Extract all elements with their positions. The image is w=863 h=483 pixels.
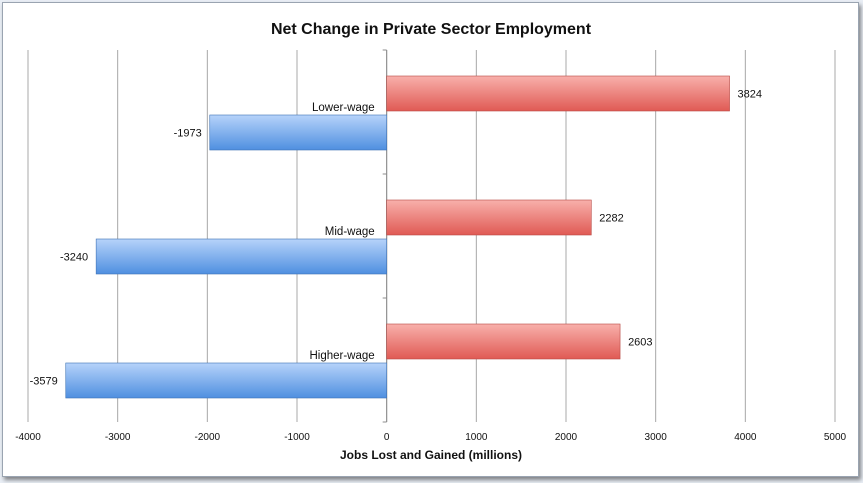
category-label: Higher-wage: [309, 350, 374, 362]
data-label-lost: -3579: [30, 376, 58, 388]
bar-lost[interactable]: [209, 114, 387, 151]
data-label-lost: -3240: [60, 252, 88, 264]
x-tick-label: -1000: [284, 432, 310, 443]
x-tick-label: 1000: [465, 432, 488, 443]
x-tick-label: -4000: [15, 432, 41, 443]
x-axis-title: Jobs Lost and Gained (millions): [340, 448, 522, 462]
bar-gained[interactable]: [386, 199, 592, 236]
data-label-gained: 2282: [599, 213, 623, 225]
x-tick-label: 0: [384, 432, 390, 443]
data-label-lost: -1973: [174, 128, 202, 140]
bar-gained[interactable]: [386, 75, 730, 112]
data-label-gained: 2603: [628, 337, 652, 349]
bar-gained[interactable]: [386, 323, 621, 360]
x-tick-label: 2000: [555, 432, 578, 443]
chart-title: Net Change in Private Sector Employment: [271, 21, 592, 38]
bar-lost[interactable]: [95, 238, 387, 275]
bar-lost[interactable]: [65, 362, 387, 399]
category-label: Mid-wage: [325, 226, 375, 238]
x-tick-label: 5000: [824, 432, 847, 443]
x-tick-label: 4000: [734, 432, 757, 443]
x-tick-label: 3000: [645, 432, 668, 443]
data-label-gained: 3824: [738, 89, 762, 101]
x-tick-label: -2000: [195, 432, 221, 443]
category-label: Lower-wage: [312, 102, 375, 114]
plot-area: -4000 -3000 -2000 -1000 0 1000 2000 3000 4000 500…: [15, 49, 847, 443]
x-tick-label: -3000: [105, 432, 131, 443]
